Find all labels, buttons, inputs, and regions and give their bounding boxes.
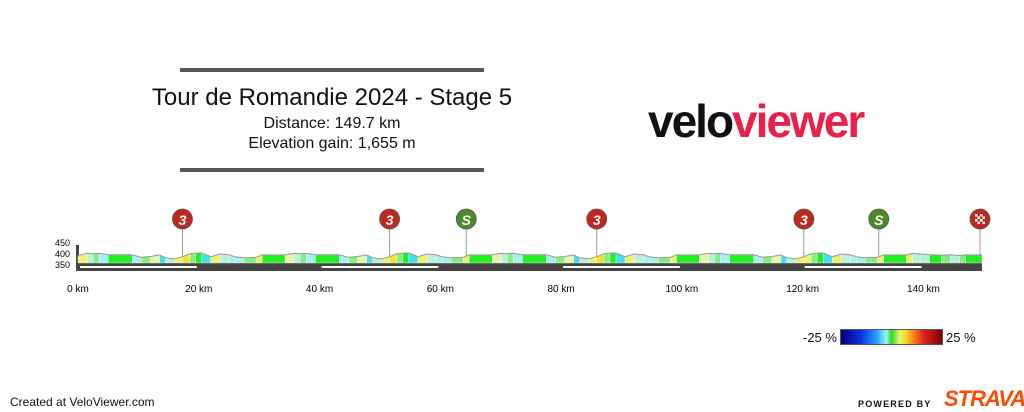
elevation-segment (609, 252, 617, 264)
elevation-segment (912, 253, 921, 264)
checkered-flag-icon (980, 219, 983, 222)
elevation-segment (816, 252, 824, 264)
strava-logo: STRAVA (944, 386, 1024, 411)
elevation-segment (261, 254, 286, 264)
checkered-flag-icon (980, 214, 983, 217)
elevation-segment (708, 253, 715, 264)
elevation-segment (300, 253, 307, 264)
climb-marker (172, 208, 193, 230)
elevation-segment (810, 252, 818, 264)
elevation-segment (883, 254, 907, 264)
elevation-segment (633, 253, 644, 264)
profile-base-band (76, 263, 982, 271)
title-rule-bottom (180, 168, 484, 172)
elevation-segment (522, 254, 547, 264)
y-tick-label: 350 (55, 260, 70, 270)
distance-scale-bar (80, 266, 197, 268)
sprint-marker-label: S (462, 212, 472, 228)
elevation-segment (86, 253, 94, 264)
distance-scale-bar (563, 266, 680, 268)
climb-marker-label: 3 (593, 212, 601, 228)
legend-max-label: 25 % (946, 330, 976, 345)
elevation-segment (396, 252, 404, 264)
x-tick-label: 80 km (547, 284, 574, 295)
sprint-marker-label: S (874, 212, 884, 228)
page-title: Tour de Romandie 2024 - Stage 5 (151, 84, 513, 111)
checkered-flag-icon (982, 221, 985, 224)
checkered-flag-icon (977, 216, 980, 219)
elevation-segment (469, 254, 493, 264)
climb-marker (793, 208, 815, 230)
elevation-segment (714, 253, 721, 264)
x-tick-label: 100 km (665, 284, 698, 295)
x-tick-label: 40 km (306, 284, 333, 295)
legend-min-label: -25 % (803, 330, 837, 345)
elevation-segment (959, 254, 966, 264)
veloviewer-logo: veloviewer (648, 95, 865, 147)
distance-scale-bar (321, 266, 439, 268)
elevation-segment (603, 252, 611, 264)
sprint-marker (868, 208, 890, 230)
x-tick-label: 60 km (427, 284, 454, 295)
elevation-segment (729, 254, 754, 264)
elevation-segment (402, 252, 410, 264)
elevation-segment (950, 254, 960, 264)
elevation-segment (501, 253, 508, 264)
checkered-flag-icon (975, 214, 978, 217)
checkered-flag-icon (977, 221, 980, 224)
elevation-gain-text: Elevation gain: 1,655 m (248, 135, 416, 152)
elevation-line (77, 252, 982, 260)
y-tick-label: 450 (55, 238, 70, 248)
elevation-segment (507, 253, 514, 264)
x-tick-label: 20 km (185, 284, 212, 295)
powered-by-text: POWERED BY (858, 399, 932, 409)
distance-scale-bar (804, 266, 922, 268)
climb-marker-label: 3 (179, 212, 187, 228)
elevation-segment (107, 254, 133, 264)
y-tick-label: 400 (55, 249, 70, 259)
checkered-flag-icon (975, 219, 978, 222)
elevation-segment (195, 252, 202, 264)
elevation-segment (941, 254, 951, 264)
elevation-segment (841, 253, 851, 264)
title-rule-top (180, 68, 484, 72)
sprint-marker (455, 208, 477, 230)
elevation-segment (426, 253, 437, 264)
elevation-segment (965, 254, 983, 264)
x-tick-label: 140 km (907, 284, 940, 295)
elevation-segment (676, 254, 700, 264)
climb-marker (586, 208, 608, 230)
climb-marker-label: 3 (386, 212, 394, 228)
x-tick-label: 0 km (67, 284, 89, 295)
climb-marker-label: 3 (800, 212, 808, 228)
elevation-segment (189, 252, 196, 264)
created-at-text: Created at VeloViewer.com (10, 395, 155, 409)
elevation-segment (92, 253, 100, 264)
gradient-color-scale (840, 329, 943, 345)
climb-marker (379, 208, 400, 230)
elevation-segment (315, 254, 340, 264)
elevation-segment (219, 253, 230, 264)
y-axis-bar (76, 245, 79, 263)
elevation-segment (920, 253, 930, 264)
checkered-flag-icon (982, 216, 985, 219)
elevation-segment (929, 254, 942, 264)
elevation-segment (293, 253, 301, 264)
distance-text: Distance: 149.7 km (263, 115, 401, 132)
x-tick-label: 120 km (786, 284, 819, 295)
